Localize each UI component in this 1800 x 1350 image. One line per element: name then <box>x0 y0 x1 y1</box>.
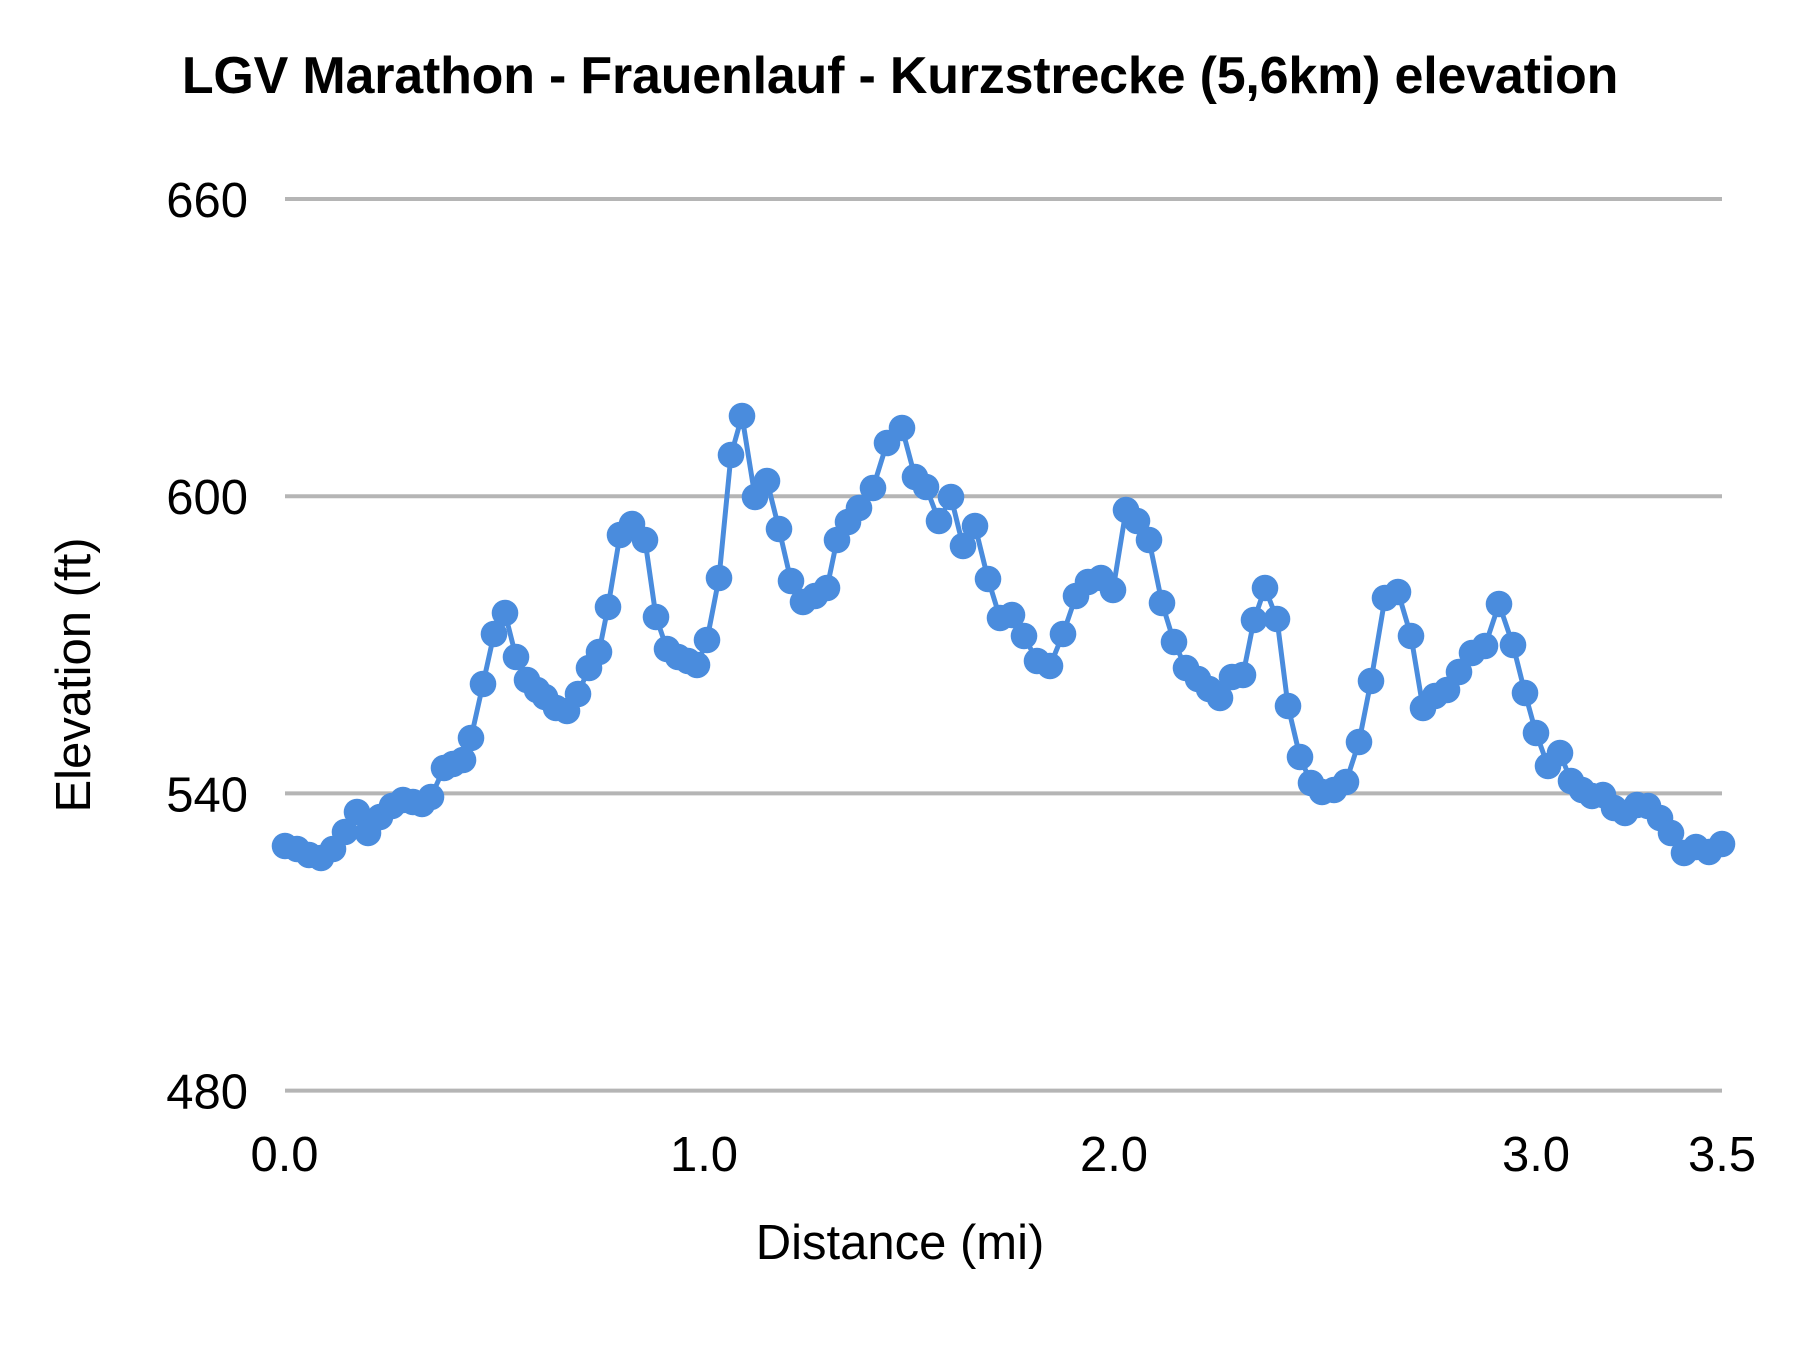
svg-text:1.0: 1.0 <box>670 1128 738 1182</box>
svg-text:LGV Marathon - Frauenlauf - Ku: LGV Marathon - Frauenlauf - Kurzstrecke … <box>182 47 1618 105</box>
svg-text:3.0: 3.0 <box>1502 1128 1570 1182</box>
svg-text:Elevation (ft): Elevation (ft) <box>47 537 101 812</box>
svg-text:Distance (mi): Distance (mi) <box>756 1216 1045 1270</box>
svg-text:660: 660 <box>166 174 248 228</box>
svg-text:0.0: 0.0 <box>250 1128 318 1182</box>
svg-text:3.5: 3.5 <box>1688 1128 1756 1182</box>
svg-text:480: 480 <box>166 1066 248 1120</box>
svg-text:600: 600 <box>166 471 248 525</box>
svg-text:540: 540 <box>166 768 248 822</box>
svg-text:2.0: 2.0 <box>1080 1128 1148 1182</box>
